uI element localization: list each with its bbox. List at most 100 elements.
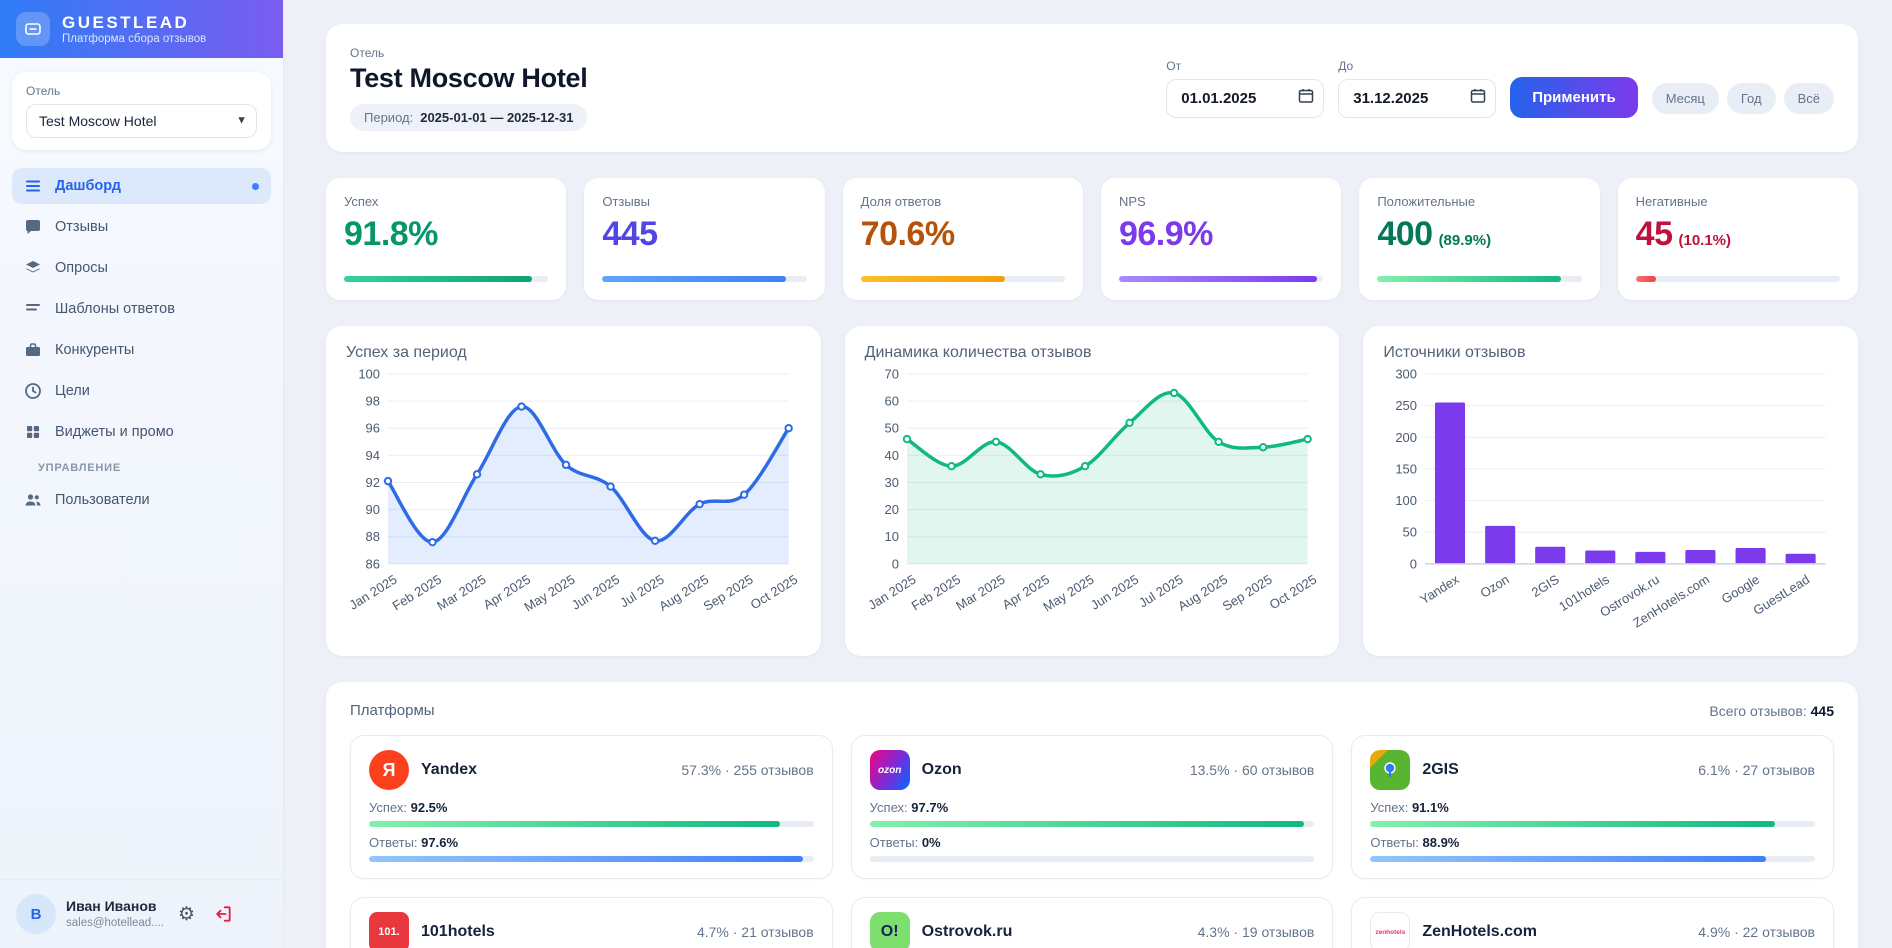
platform-card-2gis: 2GIS 6.1% · 27 отзывов Успех: 91.1% Отве…	[1351, 735, 1834, 879]
total-reviews: Всего отзывов: 445	[1709, 702, 1834, 719]
sidebar-item-widgets[interactable]: Виджеты и промо	[12, 414, 271, 450]
quick-filter-month[interactable]: Месяц	[1651, 82, 1719, 114]
svg-text:100: 100	[1396, 493, 1418, 508]
svg-text:300: 300	[1396, 366, 1418, 381]
chat-icon	[26, 220, 40, 234]
brand-tagline: Платформа сбора отзывов	[62, 32, 207, 45]
sidebar-item-dashboard[interactable]: Дашборд	[12, 168, 271, 204]
gear-icon: ⚙	[177, 903, 196, 925]
kpi-card-nps: NPS 96.9%	[1100, 178, 1342, 300]
svg-text:30: 30	[884, 475, 898, 490]
sidebar-item-users[interactable]: Пользователи	[12, 482, 271, 518]
kpi-card-negative: Негативные 45 (10.1%)	[1617, 178, 1858, 300]
replies-track	[1370, 856, 1815, 862]
date-to-label: До	[1338, 58, 1354, 73]
progress-track	[1377, 276, 1582, 282]
kpi-row: Успех 91.8% Отзывы 445 Доля ответов 70.6…	[326, 178, 1858, 300]
layers-icon	[26, 261, 40, 273]
sidebar-item-reply-templates[interactable]: Шаблоны ответов	[12, 291, 271, 327]
clock-icon	[25, 383, 41, 399]
grid-icon	[27, 426, 39, 438]
sidebar-item-label: Дашборд	[55, 178, 121, 194]
settings-button[interactable]: ⚙	[174, 899, 199, 930]
share-stat: 4.3% · 19 отзывов	[1197, 924, 1315, 940]
logout-button[interactable]	[209, 900, 237, 928]
users-icon	[25, 494, 41, 506]
svg-text:94: 94	[366, 448, 380, 463]
svg-text:2GIS: 2GIS	[1529, 571, 1562, 600]
kpi-card-positive: Положительные 400 (89.9%)	[1359, 178, 1600, 300]
svg-text:Mar 2025: Mar 2025	[953, 572, 1007, 614]
platform-card-yandex: Я Yandex 57.3% · 255 отзывов Успех: 92.5…	[350, 735, 833, 879]
platform-card-ostrovok: O! Ostrovok.ru 4.3% · 19 отзывов Успех: …	[850, 897, 1334, 948]
svg-text:0: 0	[891, 556, 898, 571]
progress-fill	[1635, 276, 1657, 282]
hotel-selector-card: Отель Test Moscow Hotel ▼	[12, 72, 271, 150]
svg-text:96: 96	[366, 421, 380, 436]
calendar-icon[interactable]	[1298, 88, 1314, 109]
svg-text:Oct 2025: Oct 2025	[748, 572, 801, 613]
svg-text:Aug 2025: Aug 2025	[656, 572, 711, 614]
sidebar-item-competitors[interactable]: Конкуренты	[12, 332, 271, 368]
svg-text:Feb 2025: Feb 2025	[390, 572, 444, 614]
svg-text:250: 250	[1396, 398, 1418, 413]
hotel-label: Отель	[350, 45, 385, 60]
svg-text:60: 60	[884, 394, 898, 409]
platforms-grid: Я Yandex 57.3% · 255 отзывов Успех: 92.5…	[350, 735, 1834, 948]
date-from-label: От	[1166, 58, 1182, 73]
sidebar-item-label: Отзывы	[55, 219, 109, 235]
svg-text:20: 20	[884, 502, 898, 517]
svg-text:Jun 2025: Jun 2025	[1088, 572, 1141, 613]
svg-text:50: 50	[1403, 525, 1417, 540]
user-email: sales@hotellead....	[66, 916, 164, 929]
sidebar-item-label: Конкуренты	[55, 342, 135, 358]
replies-fill	[369, 856, 803, 862]
period-badge: Период: 2025-01-01 — 2025-12-31	[350, 103, 588, 131]
svg-text:Oct 2025: Oct 2025	[1266, 572, 1319, 613]
svg-text:May 2025: May 2025	[521, 572, 577, 615]
page-title: Test Moscow Hotel	[350, 62, 588, 93]
calendar-icon[interactable]	[1470, 88, 1486, 109]
sidebar-item-label: Виджеты и промо	[55, 424, 174, 440]
share-stat: 4.9% · 22 отзывов	[1698, 924, 1815, 940]
progress-track	[1635, 276, 1840, 282]
2gis-icon	[1370, 750, 1411, 790]
apply-button[interactable]: Применить	[1510, 76, 1638, 118]
hotel-select[interactable]: Test Moscow Hotel	[26, 104, 257, 138]
date-from-input[interactable]	[1166, 78, 1325, 118]
kpi-card-success: Успех 91.8%	[326, 178, 567, 300]
svg-text:Ozon: Ozon	[1478, 572, 1512, 601]
kpi-card-reviews: Отзывы 445	[584, 178, 825, 300]
success-track	[369, 821, 814, 827]
replies-track	[369, 856, 814, 862]
quick-filter-all[interactable]: Всё	[1783, 82, 1834, 114]
period-label: Период:	[364, 109, 414, 125]
platforms-title: Платформы	[350, 702, 435, 719]
progress-track	[1118, 276, 1324, 282]
hotel-select-label: Отель	[26, 84, 61, 98]
share-stat: 13.5% · 60 отзывов	[1189, 762, 1315, 778]
sidebar-nav: Дашборд Отзывы Опросы Шаблоны ответов Ко…	[0, 160, 283, 523]
sidebar-item-label: Опросы	[55, 260, 108, 276]
share-stat: 4.7% · 21 отзывов	[696, 924, 814, 940]
svg-text:40: 40	[884, 448, 898, 463]
svg-text:200: 200	[1396, 430, 1418, 445]
svg-text:Sep 2025: Sep 2025	[701, 572, 756, 614]
quick-filter-year[interactable]: Год	[1726, 82, 1776, 114]
sidebar-item-surveys[interactable]: Опросы	[12, 250, 271, 286]
svg-text:Jan 2025: Jan 2025	[346, 572, 399, 613]
progress-fill	[1377, 276, 1562, 282]
svg-text:Sep 2025: Sep 2025	[1219, 572, 1274, 614]
brand-name: GUESTLEAD	[62, 13, 190, 33]
sidebar-item-reviews[interactable]: Отзывы	[12, 209, 271, 245]
chart-success-over-period: Успех за период 86 88 90 92 94 96 98 100 Jan 202…	[326, 326, 821, 656]
success-fill	[1370, 821, 1776, 827]
svg-text:10: 10	[884, 529, 898, 544]
progress-fill	[344, 276, 532, 282]
zenhotels-icon: zenhotels	[1370, 912, 1411, 948]
sidebar-item-goals[interactable]: Цели	[12, 373, 271, 409]
date-to-input[interactable]	[1338, 78, 1497, 118]
